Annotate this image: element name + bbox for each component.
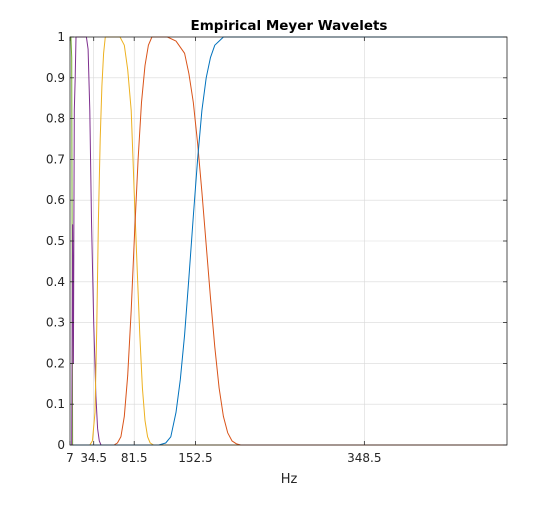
y-tick-label: 0.7: [46, 152, 65, 166]
y-tick-label: 0: [57, 438, 65, 452]
y-tick-label: 0.5: [46, 234, 65, 248]
grid-layer: [69, 36, 507, 446]
y-tick-label: 0.2: [46, 356, 65, 370]
y-tick-label: 0.1: [46, 397, 65, 411]
y-tick-label: 0.8: [46, 112, 65, 126]
chart-title: Empirical Meyer Wavelets: [191, 18, 388, 34]
y-tick-label: 0.9: [46, 71, 65, 85]
x-tick-label: 34.5: [80, 451, 107, 465]
y-tick-label: 1: [57, 30, 65, 44]
y-tick-label: 0.6: [46, 193, 65, 207]
x-tick-label: 348.5: [347, 451, 381, 465]
x-tick-label: 152.5: [178, 451, 212, 465]
tick-layer: 0 0.1 0.2 0.3 0.4 0.5 0.6 0.7 0.8 0.9 1 7 34.5 81.5 15…: [46, 30, 507, 465]
y-tick-label: 0.4: [46, 275, 65, 289]
x-tick-label: 81.5: [121, 451, 148, 465]
x-axis-label: Hz: [281, 472, 298, 487]
series-line: [70, 36, 507, 446]
x-tick-label: 7: [66, 451, 74, 465]
y-tick-label: 0.3: [46, 316, 65, 330]
